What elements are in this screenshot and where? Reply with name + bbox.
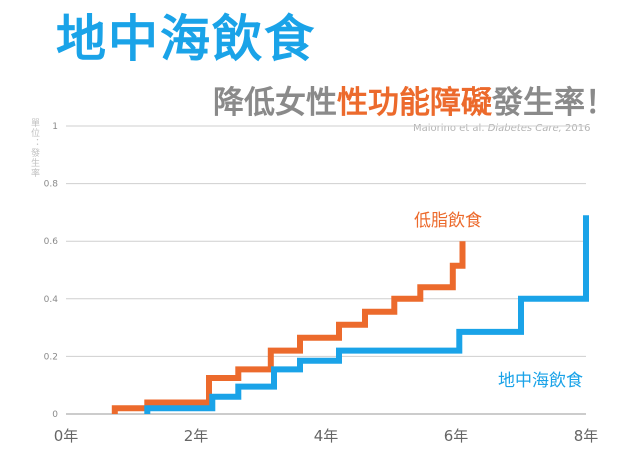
series-line-mediterranean xyxy=(144,215,589,414)
subtitle-prefix: 降低女性 xyxy=(213,85,337,121)
y-tick-labels: 0 0.2 0.4 0.6 0.8 1 xyxy=(44,122,59,420)
slide-title: 地中海飲食 xyxy=(56,10,316,68)
x-tick-label: 6年 xyxy=(444,427,469,445)
x-tick-label: 4年 xyxy=(314,427,339,445)
slide-subtitle: 降低女性性功能障礙發生率！ xyxy=(213,85,616,122)
citation-journal: Diabetes Care, xyxy=(487,123,562,134)
series-line-lowfat xyxy=(111,241,466,414)
y-tick-label: 0.4 xyxy=(44,295,59,305)
x-tick-label: 8年 xyxy=(574,427,599,445)
x-tick-label: 2年 xyxy=(184,427,209,445)
citation-year: 2016 xyxy=(565,123,591,134)
series-lines xyxy=(111,215,589,414)
y-tick-label: 0.2 xyxy=(44,352,58,362)
citation: Maiorino et al. Diabetes Care, 2016 xyxy=(413,123,590,134)
y-tick-label: 0.8 xyxy=(44,180,59,190)
series-label-lowfat: 低脂飲食 xyxy=(414,211,482,231)
subtitle-suffix: 發生率！ xyxy=(492,85,616,121)
y-tick-label: 1 xyxy=(52,122,58,132)
y-tick-label: 0 xyxy=(52,410,58,420)
x-tick-labels: 0年 2年 4年 6年 8年 xyxy=(54,427,599,445)
subtitle-highlight: 性功能障礙 xyxy=(337,85,492,121)
series-label-mediterranean: 地中海飲食 xyxy=(498,371,583,391)
x-tick-label: 0年 xyxy=(54,427,79,445)
grid-lines xyxy=(66,125,586,415)
y-axis-unit-label: 單位：發生率 xyxy=(29,118,39,178)
citation-authors: Maiorino et al. xyxy=(413,123,485,134)
y-tick-label: 0.6 xyxy=(44,237,59,247)
